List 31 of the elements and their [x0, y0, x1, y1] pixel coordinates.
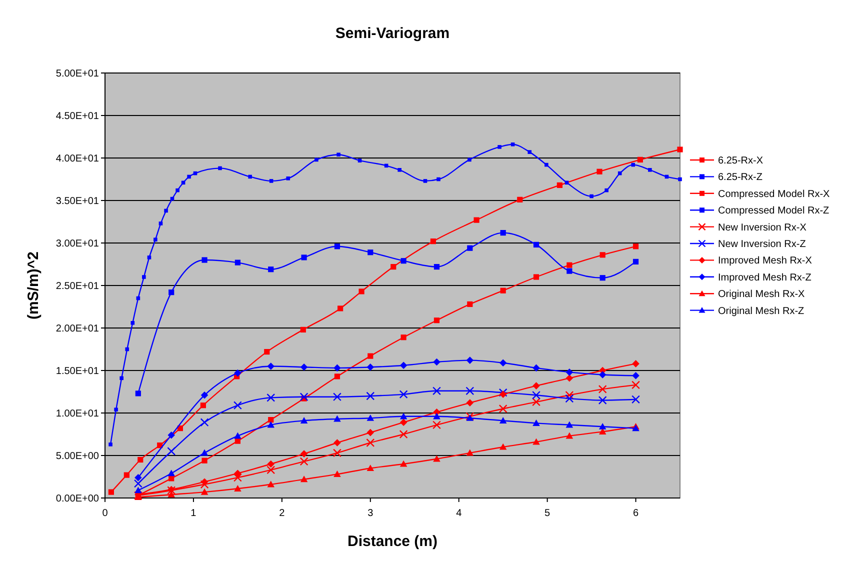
legend-label: Improved Mesh Rx-Z — [718, 272, 812, 284]
y-tick-label: 0.00E+00 — [56, 494, 100, 504]
y-tick-label: 5.00E+00 — [56, 451, 100, 462]
legend-label: 6.25-Rx-Z — [718, 172, 762, 184]
y-tick-label: 5.00E+01 — [56, 68, 100, 80]
legend-label: Compressed Model Rx-Z — [718, 206, 830, 217]
y-tick-label: 4.50E+01 — [56, 111, 100, 122]
chart-title: Semi-Variogram — [335, 25, 450, 42]
legend-label: New Inversion Rx-Z — [718, 239, 806, 250]
y-tick-label: 2.50E+01 — [56, 281, 100, 292]
x-tick-label: 2 — [279, 508, 286, 519]
x-tick-label: 0 — [102, 508, 108, 519]
y-axis-title: (mS/m)^2 — [25, 252, 42, 320]
y-tick-label: 4.00E+01 — [56, 154, 100, 164]
legend-label: Original Mesh Rx-Z — [718, 306, 804, 317]
legend-label: Improved Mesh Rx-X — [718, 256, 812, 267]
y-tick-label: 3.00E+01 — [56, 238, 100, 250]
legend-label: Original Mesh Rx-X — [718, 289, 806, 300]
x-tick-label: 1 — [190, 508, 197, 519]
x-tick-label: 4 — [456, 508, 462, 519]
y-tick-label: 1.50E+01 — [56, 366, 100, 377]
legend-label: New Inversion Rx-X — [718, 222, 807, 234]
x-tick-label: 3 — [368, 508, 374, 519]
y-tick-label: 3.50E+01 — [56, 196, 100, 207]
x-tick-label: 5 — [544, 508, 551, 519]
x-axis-title: Distance (m) — [347, 533, 438, 550]
y-tick-label: 1.00E+01 — [56, 408, 100, 420]
x-tick-label: 6 — [632, 508, 639, 519]
legend-label: 6.25-Rx-X — [718, 156, 764, 166]
y-tick-label: 2.00E+01 — [56, 324, 100, 334]
legend-label: Compressed Model Rx-X — [718, 188, 830, 200]
